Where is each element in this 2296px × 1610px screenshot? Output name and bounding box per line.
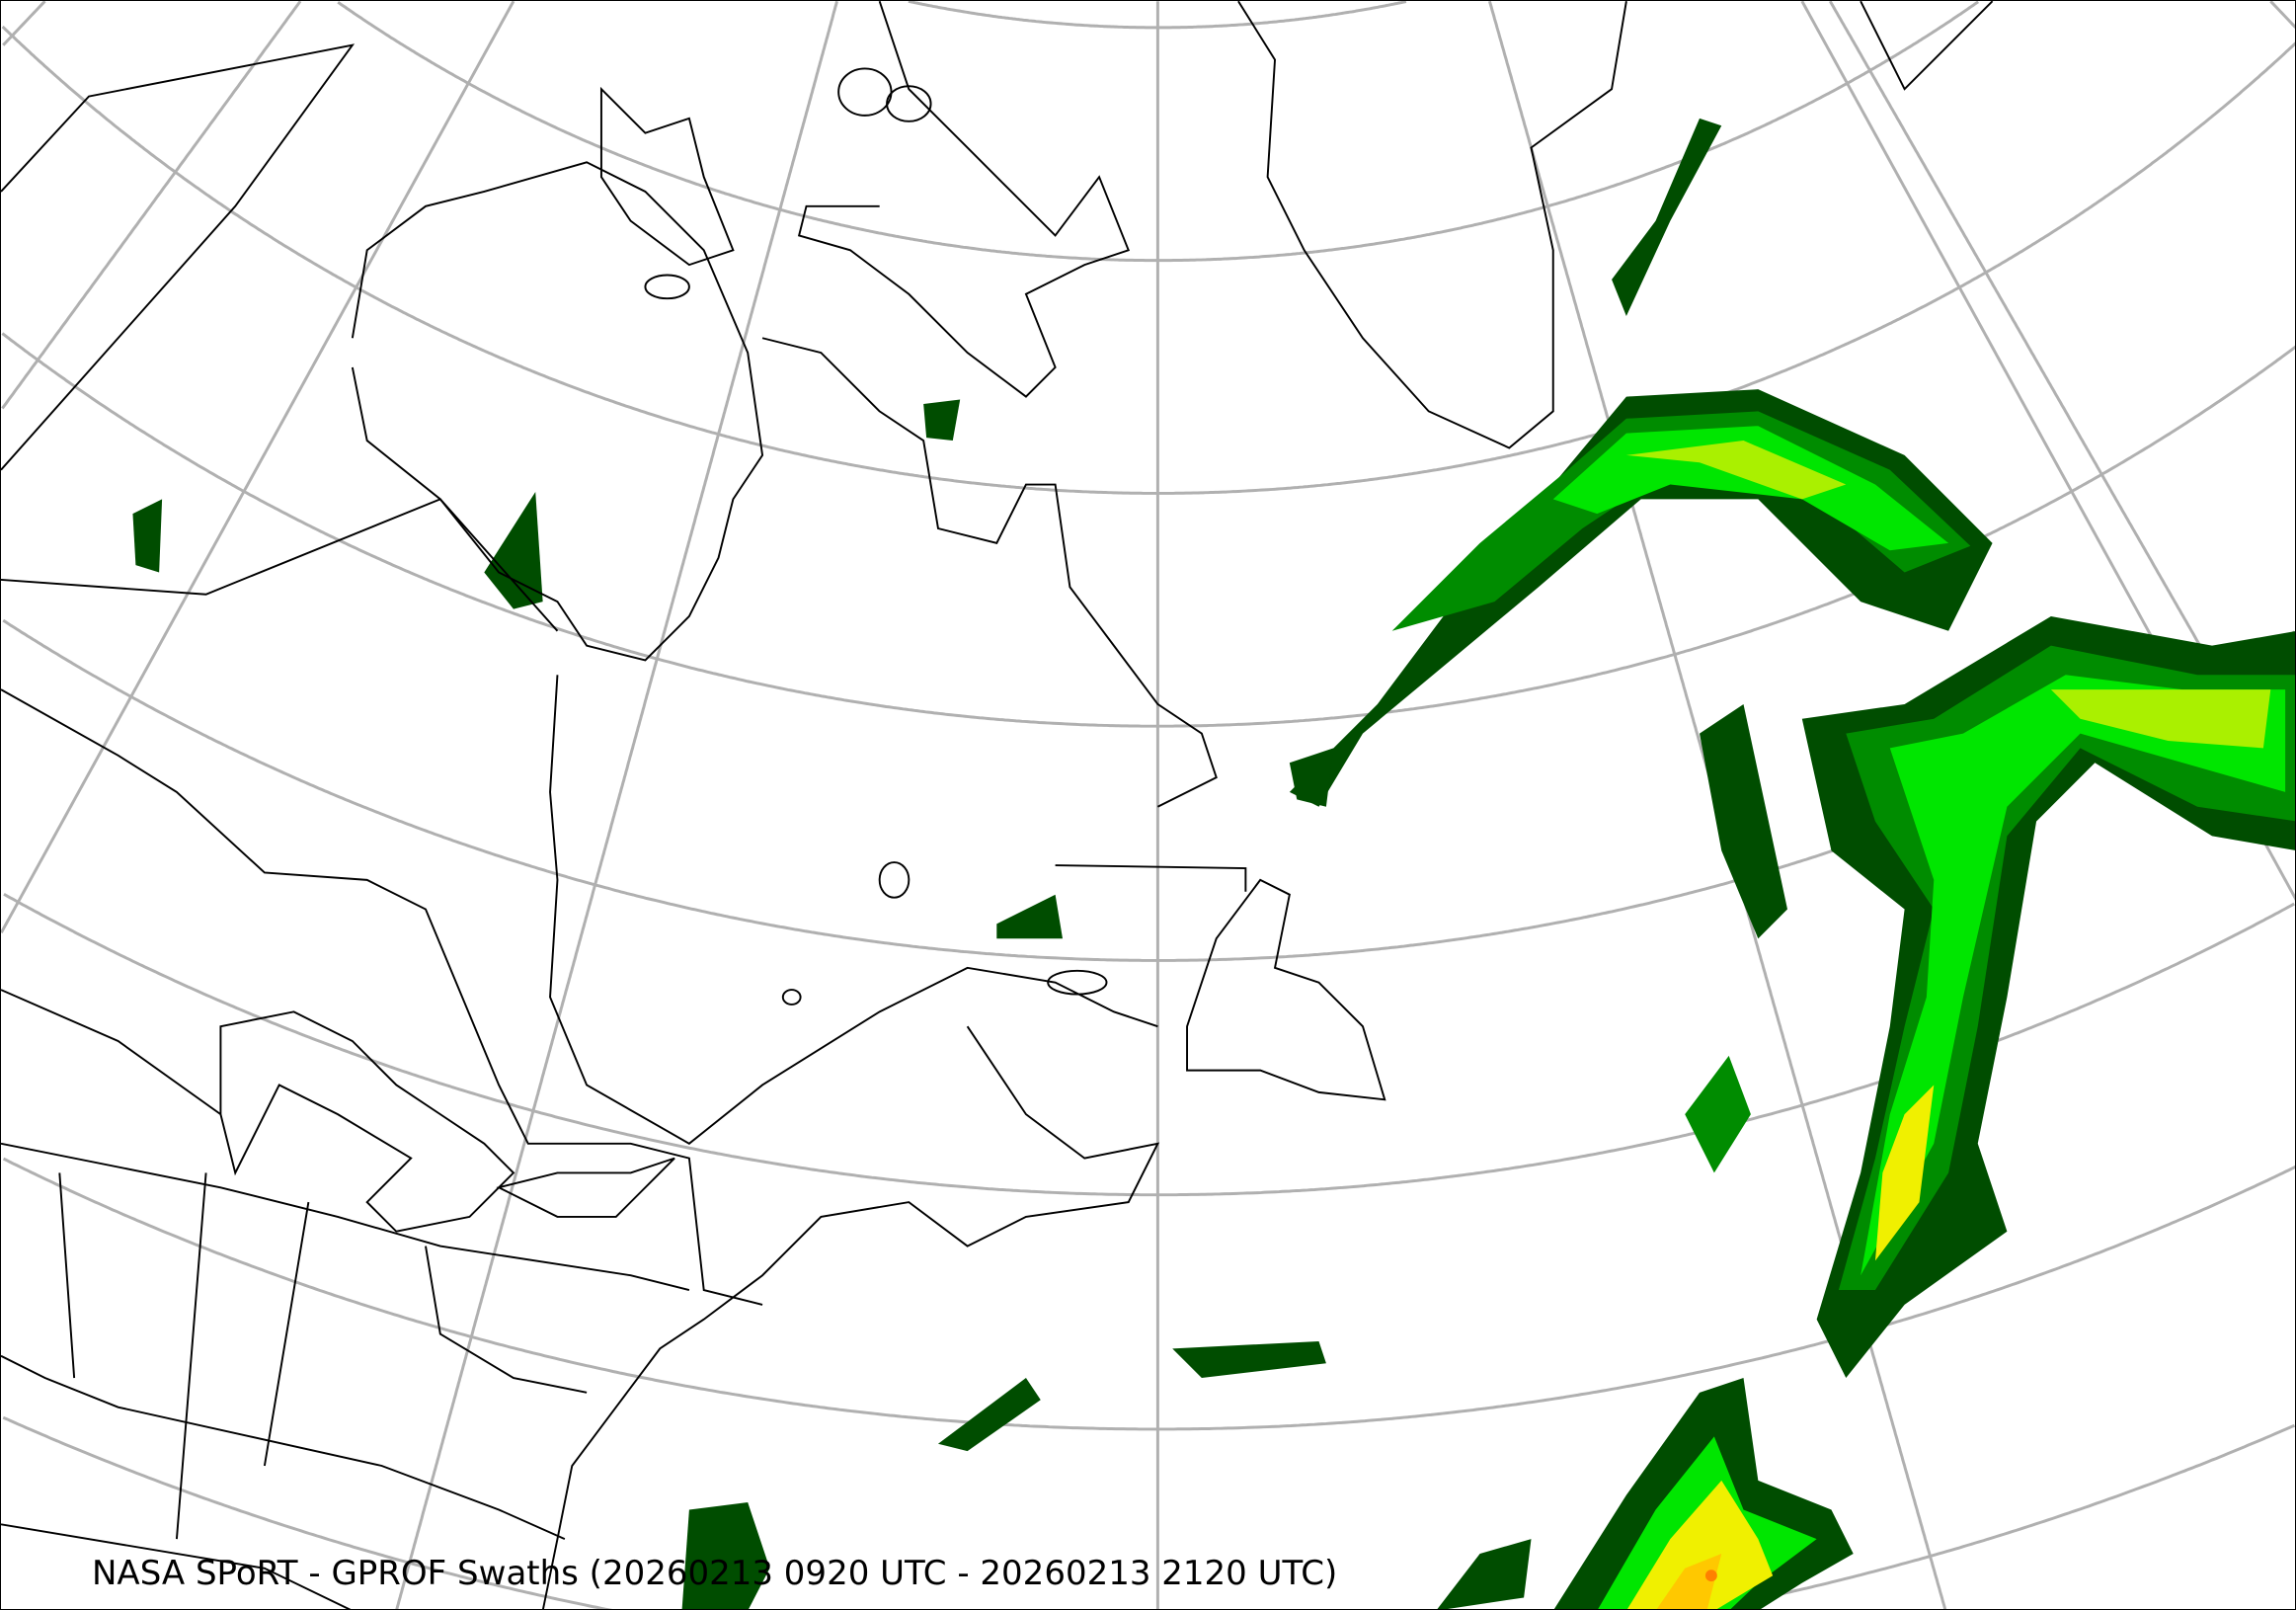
- arctic-islands: [599, 86, 735, 267]
- province-border-2: [1, 43, 356, 471]
- map-title: NASA SPoRT - GPROF Swaths (20260213 0920…: [92, 1554, 1338, 1593]
- great-lakes: [219, 1010, 515, 1233]
- lake-outline: [878, 861, 910, 899]
- precip-swath: [1861, 675, 2286, 1276]
- precip-swath: [1704, 1570, 1717, 1582]
- precip-swath: [1612, 118, 1722, 317]
- precip-swath: [937, 1378, 1041, 1452]
- us-state-borders: [1, 989, 690, 1609]
- precip-swath: [1874, 1085, 1935, 1261]
- precip-swath: [1289, 748, 1334, 807]
- precip-swath: [132, 499, 163, 573]
- latitude-line: [1, 25, 2295, 495]
- meridian-line: [2, 1, 46, 46]
- meridian-line: [395, 1, 838, 1609]
- canada-us-border: [1, 688, 763, 1306]
- lake-erie-ontario: [496, 1157, 675, 1218]
- precipitation-swaths: [132, 118, 2295, 1609]
- baffin-coast: [797, 1, 1131, 398]
- precip-swath: [484, 491, 543, 609]
- latitude-line: [2, 1157, 2295, 1431]
- precip-swath: [1625, 441, 1847, 500]
- precip-swath: [681, 1502, 770, 1609]
- meridian-line: [2269, 1, 2295, 29]
- province-border: [1, 498, 559, 632]
- precip-swath: [2050, 689, 2271, 749]
- lake-outline: [1047, 969, 1108, 996]
- meridian-line: [1, 1, 302, 410]
- hudson-bay-coast: [351, 161, 764, 662]
- quebec-labrador-border: [1055, 864, 1247, 892]
- precip-swath: [1685, 1055, 1751, 1173]
- greenland-east-coast: [1860, 1, 1994, 91]
- lake-outline: [837, 67, 893, 117]
- precip-swath: [1656, 1553, 1722, 1609]
- latitude-line: [2, 1415, 613, 1609]
- labrador-coast: [761, 337, 1218, 808]
- precip-swath: [923, 399, 961, 442]
- maritimes-coast: [542, 1025, 1160, 1609]
- latitude-line: [1702, 1423, 2295, 1609]
- coastlines-borders: [1, 1, 1994, 1609]
- precip-swath: [1172, 1340, 1326, 1379]
- greenland-coast: [1237, 1, 1627, 449]
- precip-swath: [1626, 1480, 1774, 1609]
- lake-outline: [644, 274, 690, 300]
- precip-swath: [996, 894, 1064, 939]
- precip-swath: [1700, 703, 1787, 939]
- meridian-line: [1, 1, 515, 933]
- precip-swath: [1437, 1539, 1532, 1609]
- newfoundland-coast: [1186, 878, 1386, 1101]
- lake-outline: [781, 989, 802, 1006]
- quebec-coast: [549, 675, 1158, 1145]
